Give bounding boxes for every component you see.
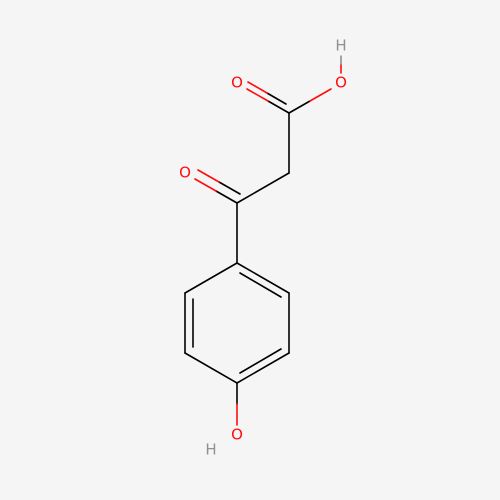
bond: [246, 88, 269, 102]
bond: [184, 352, 238, 384]
bond: [236, 352, 290, 384]
atom-label: H: [335, 37, 346, 55]
bond: [239, 272, 282, 298]
atom-label: O: [179, 164, 191, 182]
bond: [236, 172, 290, 204]
atom-label: H: [205, 441, 216, 459]
bonds: [184, 55, 342, 426]
bond: [247, 81, 268, 94]
bond: [215, 190, 238, 204]
atom-label: O: [335, 74, 347, 92]
bond: [309, 88, 332, 102]
bond: [218, 181, 241, 195]
bond: [267, 100, 290, 114]
atom-label: O: [231, 74, 243, 92]
bond: [184, 262, 238, 294]
bond: [288, 100, 311, 114]
bond: [266, 92, 287, 105]
bond: [197, 169, 220, 183]
bond: [239, 348, 282, 374]
atom-label: O: [231, 426, 243, 444]
bond: [194, 178, 217, 192]
bond: [236, 262, 290, 294]
